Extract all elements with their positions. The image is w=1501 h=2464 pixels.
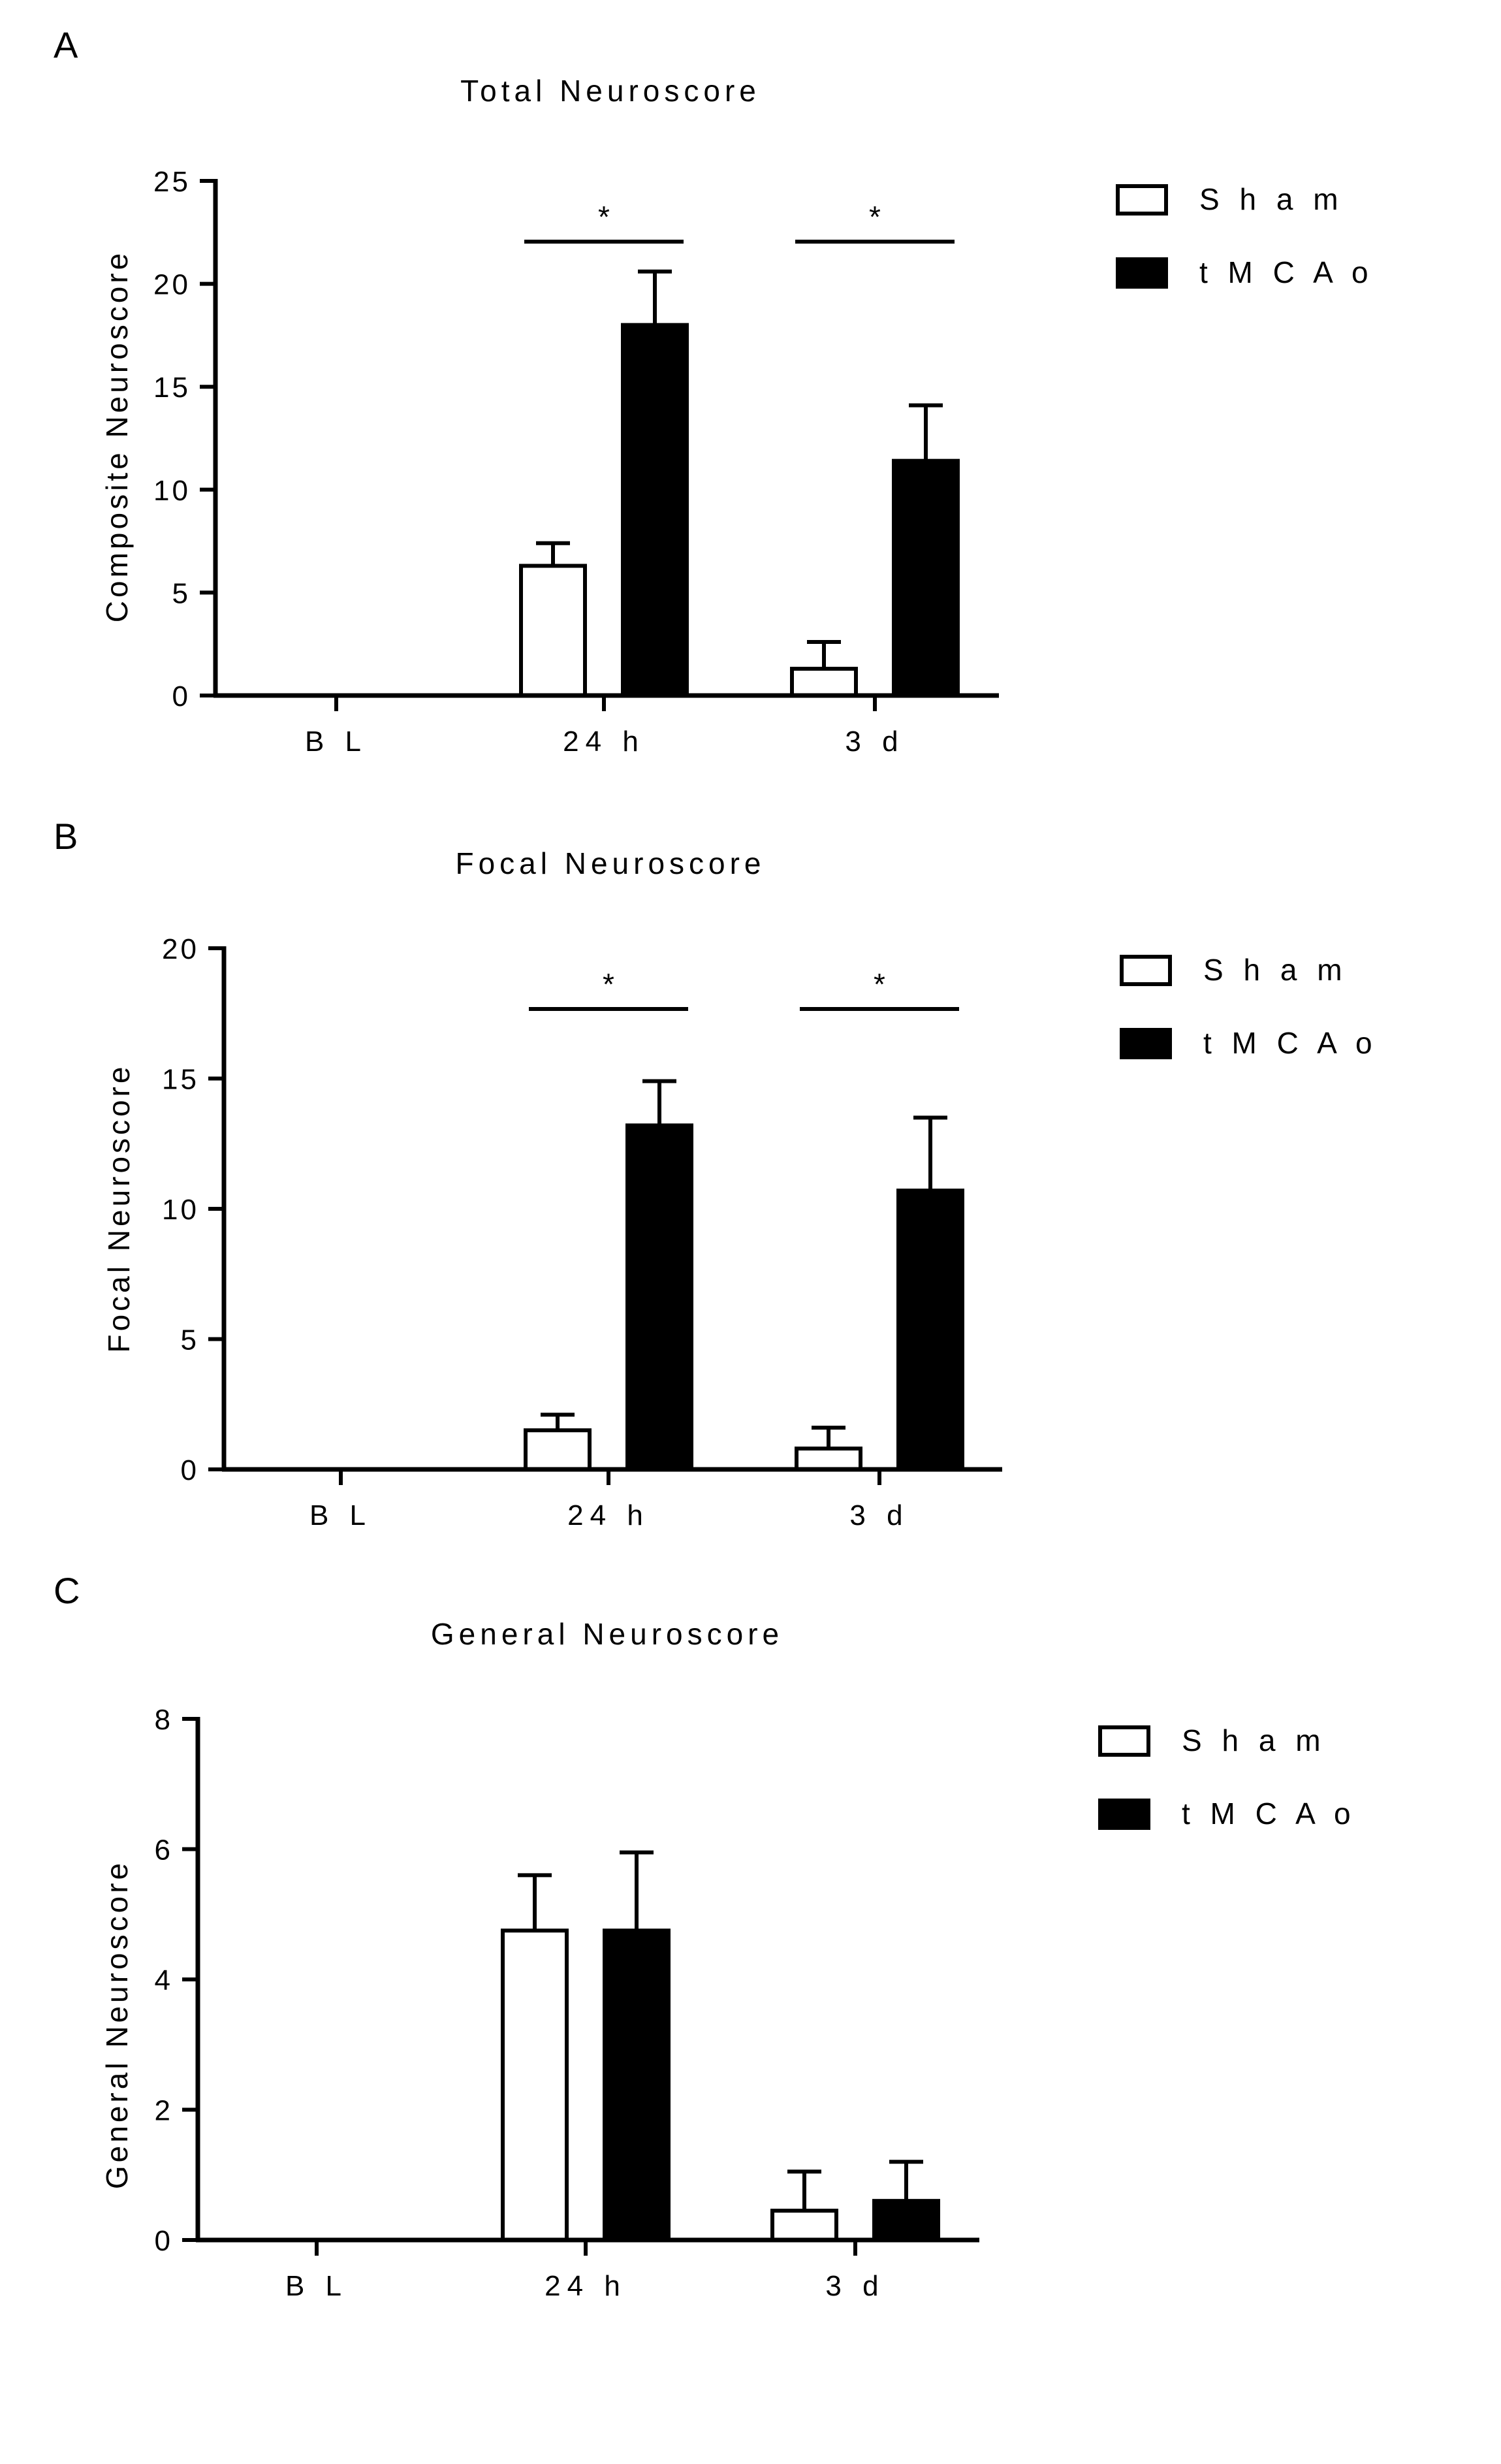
y-tick-label: 4 [155,1964,173,1996]
legend: S h a m t M C A o [1120,953,1378,1060]
x-tick-label: 24 h [545,2270,627,2302]
y-axis-label: Composite Neuroscore [100,250,134,622]
significance-label: * [874,967,885,1001]
y-tick-label: 6 [155,1834,173,1866]
legend-label-sham: S h a m [1203,953,1348,987]
x-tick-label: B L [309,1499,372,1531]
bar-sham [795,1447,862,1472]
x-tick-label: B L [305,726,368,758]
bar-tmcao [621,323,689,697]
y-tick-label: 2 [155,2095,173,2127]
legend-label-tmcao: t M C A o [1203,1026,1378,1060]
y-tick-label: 20 [162,933,199,965]
legend: S h a m t M C A o [1098,1723,1357,1831]
legend-label-sham: S h a m [1199,182,1344,216]
chart-title: Total Neuroscore [460,74,761,108]
legend-swatch-sham [1120,955,1172,986]
y-tick-label: 15 [162,1064,199,1096]
y-tick-label: 5 [172,577,191,609]
bar-sham [519,564,587,698]
bar-sham [770,2209,838,2243]
panel-letter: B [54,816,78,857]
legend-swatch-tmcao [1120,1028,1172,1059]
y-tick-label: 0 [181,1454,199,1486]
x-tick-label: 24 h [563,726,645,758]
chart-title: Focal Neuroscore [455,846,765,880]
y-tick-label: 8 [155,1704,173,1736]
chart-title: General Neuroscore [431,1617,783,1651]
y-tick-label: 10 [162,1194,199,1226]
legend-swatch-tmcao [1098,1799,1150,1830]
x-tick-label: 24 h [567,1499,650,1531]
chart-panel-a: A Total Neuroscore Composite Neuroscore 0 5 1… [54,24,1374,758]
y-tick-label: 15 [153,372,191,404]
y-tick-label: 0 [155,2225,173,2257]
bar-tmcao [603,1928,671,2242]
y-axis-label: General Neuroscore [100,1860,134,2189]
bar-sham [501,1928,569,2242]
y-tick-label: 0 [172,680,191,712]
bar-tmcao [896,1189,964,1471]
legend-swatch-tmcao [1116,257,1168,289]
bar-tmcao [872,2199,940,2242]
y-tick-label: 10 [153,475,191,507]
y-axis-label: Focal Neuroscore [102,1063,136,1352]
legend-swatch-sham [1116,184,1168,216]
x-tick-label: 3 d [825,2270,885,2302]
x-tick-label: B L [285,2270,348,2302]
y-tick-label: 25 [153,166,191,198]
y-tick-label: 5 [181,1324,199,1356]
x-tick-label: 3 d [849,1499,909,1531]
bar-sham [790,667,858,698]
chart-panel-b: B Focal Neuroscore Focal Neuroscore 0 5 10 15 2… [54,816,1378,1531]
panel-letter: A [54,24,78,65]
bar-sham [524,1428,592,1471]
significance-label: * [603,967,614,1001]
legend-label-tmcao: t M C A o [1182,1797,1357,1831]
legend-swatch-sham [1098,1725,1150,1757]
bar-tmcao [892,458,960,697]
legend-label-tmcao: t M C A o [1199,255,1374,289]
y-tick-label: 20 [153,269,191,301]
significance-label: * [869,200,881,234]
panel-letter: C [54,1570,80,1611]
x-tick-label: 3 d [845,726,904,758]
legend: S h a m t M C A o [1116,182,1374,289]
significance-label: * [598,200,610,234]
legend-label-sham: S h a m [1182,1723,1327,1757]
bar-tmcao [625,1123,693,1471]
